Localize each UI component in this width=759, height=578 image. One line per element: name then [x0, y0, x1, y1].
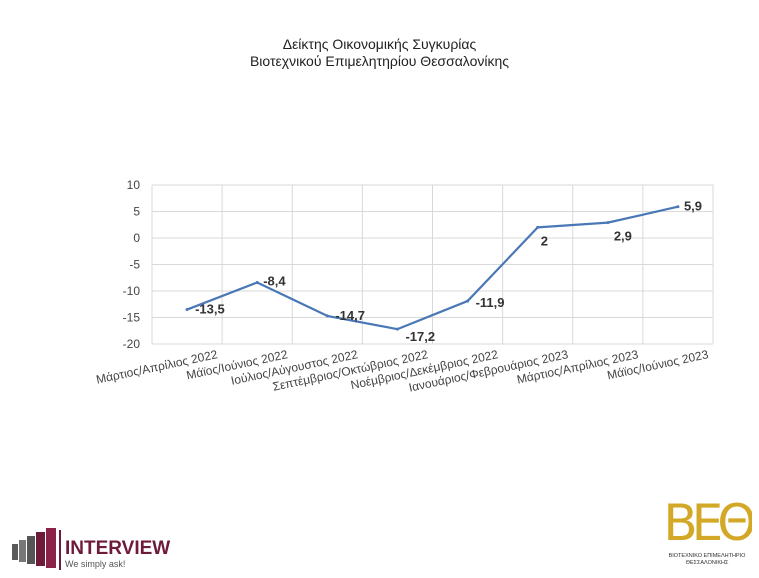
- data-point: [185, 308, 189, 312]
- data-point: [255, 281, 259, 285]
- y-tick-label: 0: [133, 231, 140, 245]
- interview-divider: [59, 530, 61, 570]
- data-label: 5,9: [684, 199, 702, 214]
- y-tick-label: -20: [123, 337, 141, 351]
- interview-logo-tagline: We simply ask!: [65, 559, 125, 569]
- data-point: [325, 314, 329, 318]
- data-label: 2,9: [614, 229, 632, 244]
- interview-logo-name: INTERVIEW: [65, 538, 170, 559]
- series-line: [186, 205, 679, 331]
- y-tick-label: -10: [123, 284, 141, 298]
- data-point: [466, 299, 470, 303]
- y-tick-label: 5: [133, 205, 140, 219]
- bee-logo-caption-1: ΒΙΟΤΕΧΝΙΚΟ ΕΠΙΜΕΛΗΤΗΡΙΟ: [669, 553, 747, 559]
- data-point: [536, 225, 540, 229]
- bee-logo: ΒΕΘ ΒΙΟΤΕΧΝΙΚΟ ΕΠΙΜΕΛΗΤΗΡΙΟ ΘΕΣΣΑΛΟΝΙΚΗΣ: [663, 494, 752, 566]
- data-point: [676, 205, 680, 209]
- chart-title-line-2: Βιοτεχνικού Επιμελητηρίου Θεσσαλονίκης: [249, 53, 510, 69]
- data-point: [606, 221, 610, 225]
- interview-bars-icon: [12, 528, 56, 568]
- interview-logo: INTERVIEW We simply ask!: [12, 528, 170, 570]
- data-label: -14,7: [335, 308, 365, 323]
- line-chart: 10 5 0 -5 -10 -15 -20 -13,5 -8,4 -14,7 -17,2 -11,9 2…: [95, 178, 714, 395]
- data-label: -13,5: [195, 302, 225, 317]
- data-label: -11,9: [476, 295, 505, 310]
- data-label: -8,4: [263, 274, 286, 289]
- y-tick-label: -15: [123, 311, 141, 325]
- y-tick-label: -5: [129, 258, 140, 272]
- data-label: -17,2: [405, 329, 435, 344]
- data-point: [395, 327, 399, 331]
- y-tick-label: 10: [127, 178, 141, 192]
- data-label: 2: [541, 233, 548, 248]
- chart-title: Δείκτης Οικονομικής Συγκυρίας Βιοτεχνικο…: [0, 36, 759, 70]
- bee-logo-mark: ΒΕΘ: [663, 494, 752, 552]
- bee-logo-caption-2: ΘΕΣΣΑΛΟΝΙΚΗΣ: [686, 560, 729, 566]
- chart-title-line-1: Δείκτης Οικονομικής Συγκυρίας: [282, 36, 477, 52]
